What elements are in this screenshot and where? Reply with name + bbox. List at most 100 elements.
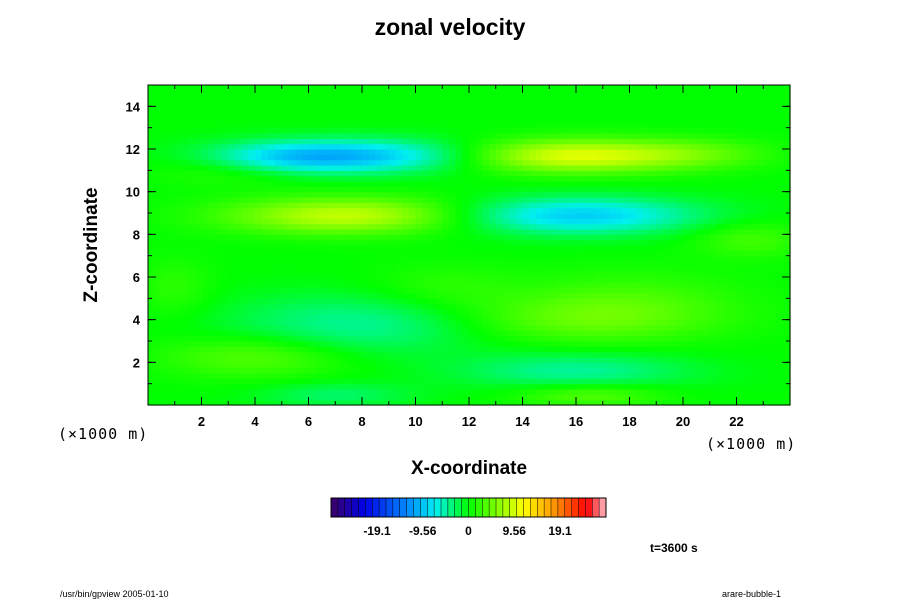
heatmap-cell — [148, 282, 156, 289]
heatmap-cell — [395, 95, 403, 102]
heatmap-cell — [234, 314, 243, 321]
heatmap-cell — [448, 149, 457, 155]
heatmap-cell — [435, 341, 443, 347]
heatmap-cell — [542, 181, 550, 187]
heatmap-cell — [428, 314, 437, 321]
heatmap-cell — [435, 335, 443, 342]
heatmap-cell — [328, 245, 336, 251]
heatmap-cell — [321, 127, 330, 134]
heatmap-cell — [522, 399, 530, 406]
heatmap-cell — [395, 197, 403, 203]
heatmap-cell — [509, 287, 517, 294]
heatmap-cell — [542, 239, 550, 246]
heatmap-cell — [255, 293, 263, 299]
heatmap-cell — [482, 362, 490, 369]
heatmap-cell — [642, 383, 651, 390]
heatmap-cell — [221, 378, 229, 385]
heatmap-cell — [422, 309, 430, 315]
heatmap-cell — [622, 367, 631, 374]
heatmap-cell — [676, 335, 684, 342]
heatmap-cell — [335, 122, 343, 129]
heatmap-cell — [669, 159, 677, 166]
heatmap-cell — [408, 314, 417, 321]
heatmap-cell — [495, 255, 504, 262]
heatmap-cell — [234, 335, 243, 342]
heatmap-cell — [475, 245, 483, 251]
heatmap-cell — [281, 373, 290, 379]
heatmap-cell — [489, 90, 497, 97]
heatmap-cell — [181, 149, 189, 155]
heatmap-cell — [522, 101, 530, 107]
heatmap-cell — [234, 341, 243, 347]
heatmap-cell — [469, 117, 477, 123]
heatmap-cell — [696, 277, 704, 283]
heatmap-cell — [194, 394, 203, 401]
heatmap-cell — [502, 394, 510, 401]
heatmap-cell — [703, 394, 711, 401]
heatmap-cell — [495, 218, 504, 225]
heatmap-cell — [375, 266, 383, 273]
heatmap-cell — [435, 271, 443, 278]
heatmap-cell — [275, 309, 283, 315]
heatmap-cell — [301, 399, 310, 406]
heatmap-cell — [475, 293, 483, 299]
heatmap-cell — [362, 170, 370, 177]
heatmap-cell — [188, 250, 196, 257]
heatmap-cell — [629, 154, 637, 161]
heatmap-cell — [168, 213, 176, 219]
heatmap-cell — [616, 319, 624, 326]
heatmap-cell — [482, 213, 490, 219]
heatmap-cell — [362, 341, 370, 347]
heatmap-cell — [422, 298, 430, 305]
heatmap-cell — [295, 85, 303, 91]
heatmap-cell — [428, 319, 437, 326]
heatmap-cell — [616, 175, 624, 182]
heatmap-cell — [428, 234, 437, 241]
heatmap-cell — [435, 389, 443, 395]
heatmap-cell — [475, 186, 483, 193]
heatmap-cell — [408, 245, 417, 251]
heatmap-cell — [649, 229, 657, 235]
heatmap-cell — [228, 239, 236, 246]
heatmap-cell — [362, 229, 370, 235]
heatmap-cell — [689, 165, 697, 171]
heatmap-cell — [535, 186, 544, 193]
heatmap-cell — [281, 309, 290, 315]
heatmap-cell — [194, 170, 203, 177]
heatmap-cell — [502, 223, 510, 230]
heatmap-cell — [576, 325, 584, 331]
heatmap-cell — [321, 266, 330, 273]
heatmap-cell — [582, 165, 590, 171]
heatmap-cell — [649, 197, 657, 203]
heatmap-cell — [482, 293, 490, 299]
heatmap-cell — [241, 309, 249, 315]
heatmap-cell — [255, 261, 263, 267]
heatmap-cell — [288, 111, 296, 118]
heatmap-cell — [408, 149, 417, 155]
heatmap-cell — [649, 127, 657, 134]
heatmap-cell — [402, 154, 410, 161]
heatmap-cell — [234, 223, 243, 230]
heatmap-cell — [582, 330, 590, 337]
heatmap-cell — [148, 95, 156, 102]
heatmap-cell — [281, 362, 290, 369]
heatmap-cell — [188, 314, 196, 321]
heatmap-cell — [168, 399, 176, 406]
heatmap-cell — [529, 181, 537, 187]
heatmap-cell — [683, 245, 691, 251]
heatmap-cell — [415, 373, 423, 379]
heatmap-cell — [549, 303, 557, 310]
heatmap-cell — [201, 85, 209, 91]
heatmap-cell — [609, 106, 617, 113]
heatmap-cell — [388, 95, 397, 102]
heatmap-cell — [696, 186, 704, 193]
heatmap-cell — [589, 229, 597, 235]
heatmap-cell — [415, 367, 423, 374]
heatmap-cell — [428, 357, 437, 363]
heatmap-cell — [656, 250, 664, 257]
heatmap-cell — [442, 90, 450, 97]
heatmap-cell — [509, 90, 517, 97]
heatmap-cell — [315, 383, 323, 390]
heatmap-cell — [181, 351, 189, 358]
heatmap-cell — [368, 271, 376, 278]
